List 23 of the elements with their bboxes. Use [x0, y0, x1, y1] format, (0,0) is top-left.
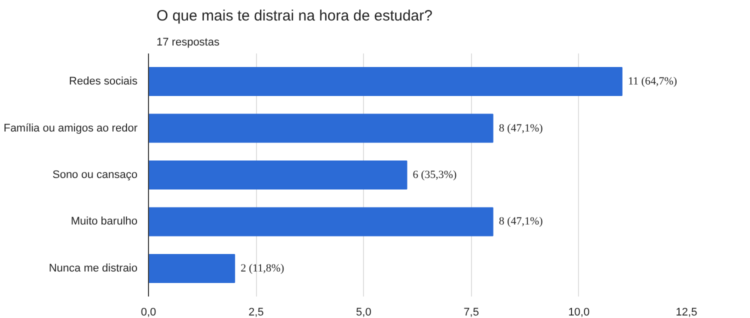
- data-label: 8 (47,1%): [498, 216, 544, 228]
- x-tick-label: 7,5: [464, 306, 479, 318]
- chart-subtitle: 17 respostas: [156, 36, 220, 48]
- bar: [148, 67, 622, 96]
- data-label: 8 (47,1%): [498, 122, 544, 134]
- chart-title: O que mais te distrai na hora de estudar?: [156, 8, 432, 24]
- bar: [148, 254, 236, 283]
- x-tick-label: 12,5: [676, 306, 698, 318]
- y-tick-label: Muito barulho: [70, 216, 138, 228]
- bar: [148, 114, 494, 143]
- data-label: 2 (11,8%): [240, 262, 284, 274]
- data-label: 6 (35,3%): [412, 169, 458, 181]
- x-tick-label: 10,0: [568, 306, 590, 318]
- y-tick-label: Sono ou cansaço: [52, 169, 138, 181]
- bar: [148, 160, 408, 190]
- data-label: 11 (64,7%): [628, 76, 678, 88]
- x-tick-label: 5,0: [356, 306, 372, 318]
- y-tick-label: Nunca me distraio: [48, 262, 138, 274]
- x-tick-label: 2,5: [248, 306, 264, 318]
- x-tick-label: 0,0: [140, 306, 156, 318]
- y-tick-label: Redes sociais: [69, 76, 138, 88]
- bar: [148, 207, 494, 236]
- y-tick-label: Família ou amigos ao redor: [4, 122, 138, 134]
